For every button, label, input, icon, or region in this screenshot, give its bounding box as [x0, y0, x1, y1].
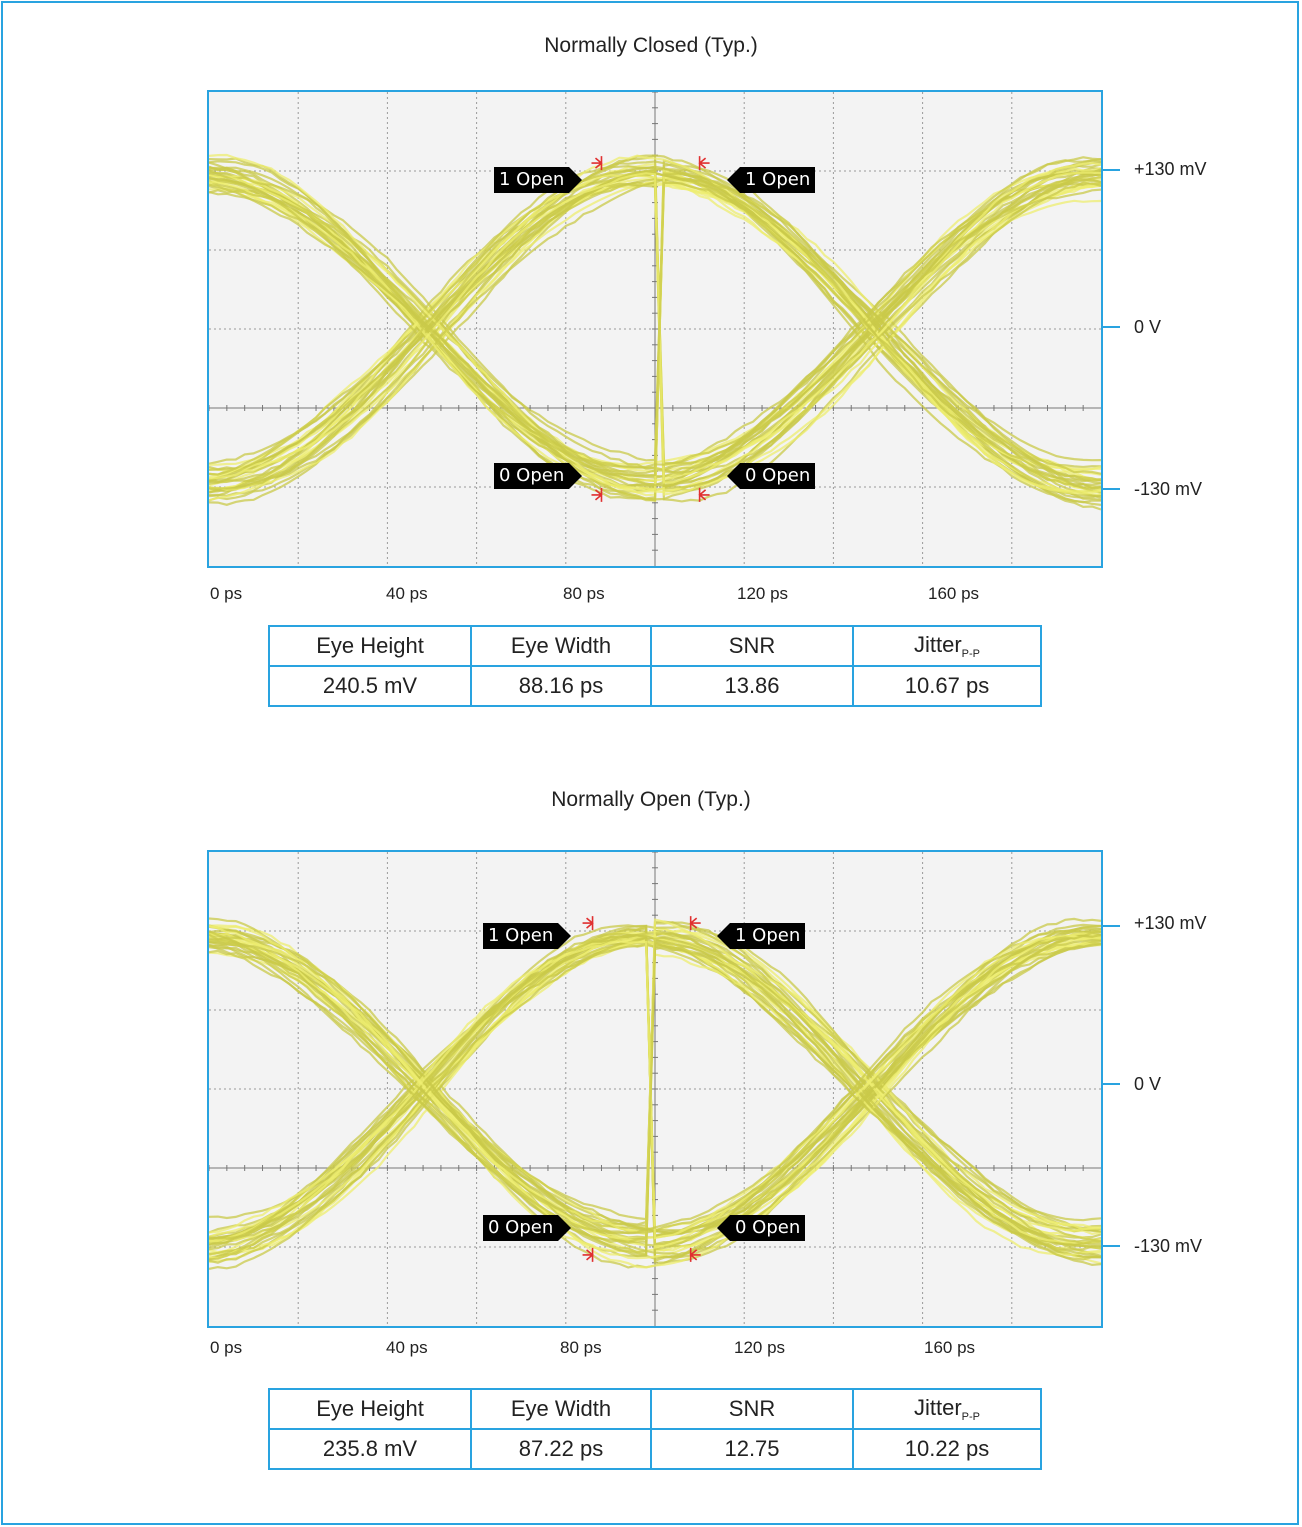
zero-open-marker: 0 Open [716, 1215, 806, 1241]
header-snr: SNR [650, 625, 854, 667]
one-open-marker: 1 Open [494, 167, 583, 193]
eye-traces [209, 917, 1101, 1270]
measurement-table: Eye Height Eye Width SNR JitterP-P 240.5… [268, 625, 1042, 707]
eye-diagram-plot [207, 90, 1103, 568]
open-marker-arrow [698, 156, 710, 171]
eye-trace [209, 928, 1101, 1247]
x-tick-label: 0 ps [210, 584, 243, 603]
y-tick-label: -130 mV [1134, 1236, 1203, 1256]
open-marker-arrow [698, 487, 710, 502]
open-marker-arrow [591, 156, 603, 171]
measurement-table: Eye Height Eye Width SNR JitterP-P 235.8… [268, 1388, 1042, 1470]
eye-trace [209, 933, 1101, 1245]
x-tick-label: 40 ps [386, 1338, 428, 1357]
header-jitter-subscript: P-P [961, 1411, 981, 1423]
y-tick-label: +130 mV [1134, 159, 1207, 179]
eye-trace [209, 935, 1101, 1240]
one-open-marker: 1 Open [716, 923, 806, 949]
open-marker-arrow [689, 916, 701, 931]
x-tick-label: 120 ps [737, 584, 789, 603]
value-eye-width: 87.22 ps [470, 1428, 652, 1470]
open-marker-arrow [689, 1247, 701, 1262]
eye-trace [209, 930, 1101, 1235]
x-tick-label: 160 ps [924, 1338, 976, 1357]
x-tick-label: 120 ps [734, 1338, 786, 1357]
table-row: 240.5 mV 88.16 ps 13.86 10.67 ps [268, 665, 1042, 707]
eye-trace [209, 918, 1101, 1244]
header-eye-width: Eye Width [470, 1388, 652, 1430]
value-snr: 13.86 [650, 665, 854, 707]
one-open-marker: 1 Open [483, 923, 572, 949]
y-tick-label: 0 V [1134, 1074, 1162, 1094]
y-tick-label: -130 mV [1134, 479, 1203, 499]
value-snr: 12.75 [650, 1428, 854, 1470]
x-tick-label: 0 ps [210, 1338, 243, 1357]
header-eye-height: Eye Height [268, 1388, 472, 1430]
header-eye-width: Eye Width [470, 625, 652, 667]
open-marker-arrow [582, 916, 594, 931]
y-tick-label: +130 mV [1134, 913, 1207, 933]
value-jitter: 10.22 ps [852, 1428, 1042, 1470]
header-jitter-label: Jitter [913, 1395, 962, 1420]
header-jitter-label: Jitter [913, 632, 962, 657]
header-jitter: JitterP-P [852, 1388, 1042, 1430]
eye-trace [209, 924, 1101, 1270]
eye-diagram-svg [209, 92, 1101, 566]
y-tick [1103, 169, 1120, 171]
eye-diagram-plot [207, 850, 1103, 1328]
header-jitter: JitterP-P [852, 625, 1042, 667]
header-eye-height: Eye Height [268, 625, 472, 667]
eye-trace [209, 935, 1101, 1249]
table-header-row: Eye Height Eye Width SNR JitterP-P [268, 625, 1042, 667]
chart-title: Normally Closed (Typ.) [544, 34, 758, 57]
x-tick-label: 80 ps [560, 1338, 602, 1357]
value-eye-height: 240.5 mV [268, 665, 472, 707]
eye-traces [209, 153, 1101, 511]
chart-title: Normally Open (Typ.) [551, 788, 751, 811]
zero-open-marker: 0 Open [483, 1215, 572, 1241]
table-row: 235.8 mV 87.22 ps 12.75 10.22 ps [268, 1428, 1042, 1470]
x-tick-label: 80 ps [563, 584, 605, 603]
eye-diagram-svg [209, 852, 1101, 1326]
header-snr: SNR [650, 1388, 854, 1430]
header-jitter-subscript: P-P [961, 648, 981, 660]
x-tick-label: 160 ps [928, 584, 980, 603]
x-tick-label: 40 ps [386, 584, 428, 603]
eye-trace [209, 176, 1101, 482]
y-tick [1103, 488, 1120, 490]
value-jitter: 10.67 ps [852, 665, 1042, 707]
open-marker-arrow [582, 1247, 594, 1262]
table-header-row: Eye Height Eye Width SNR JitterP-P [268, 1388, 1042, 1430]
one-open-marker: 1 Open [726, 167, 816, 193]
value-eye-height: 235.8 mV [268, 1428, 472, 1470]
y-tick-label: 0 V [1134, 317, 1162, 337]
eye-trace [209, 183, 1101, 469]
value-eye-width: 88.16 ps [470, 665, 652, 707]
eye-trace [209, 154, 1101, 497]
y-tick [1103, 326, 1120, 328]
y-tick [1103, 1245, 1120, 1247]
eye-trace [209, 934, 1101, 1261]
eye-trace [209, 171, 1101, 484]
open-marker-arrow [591, 487, 603, 502]
zero-open-marker: 0 Open [726, 463, 816, 489]
y-tick [1103, 925, 1120, 927]
eye-trace [209, 157, 1101, 502]
y-tick [1103, 1083, 1120, 1085]
eye-trace [209, 181, 1101, 489]
eye-trace [209, 176, 1101, 493]
zero-open-marker: 0 Open [494, 463, 583, 489]
eye-trace [209, 925, 1101, 1269]
